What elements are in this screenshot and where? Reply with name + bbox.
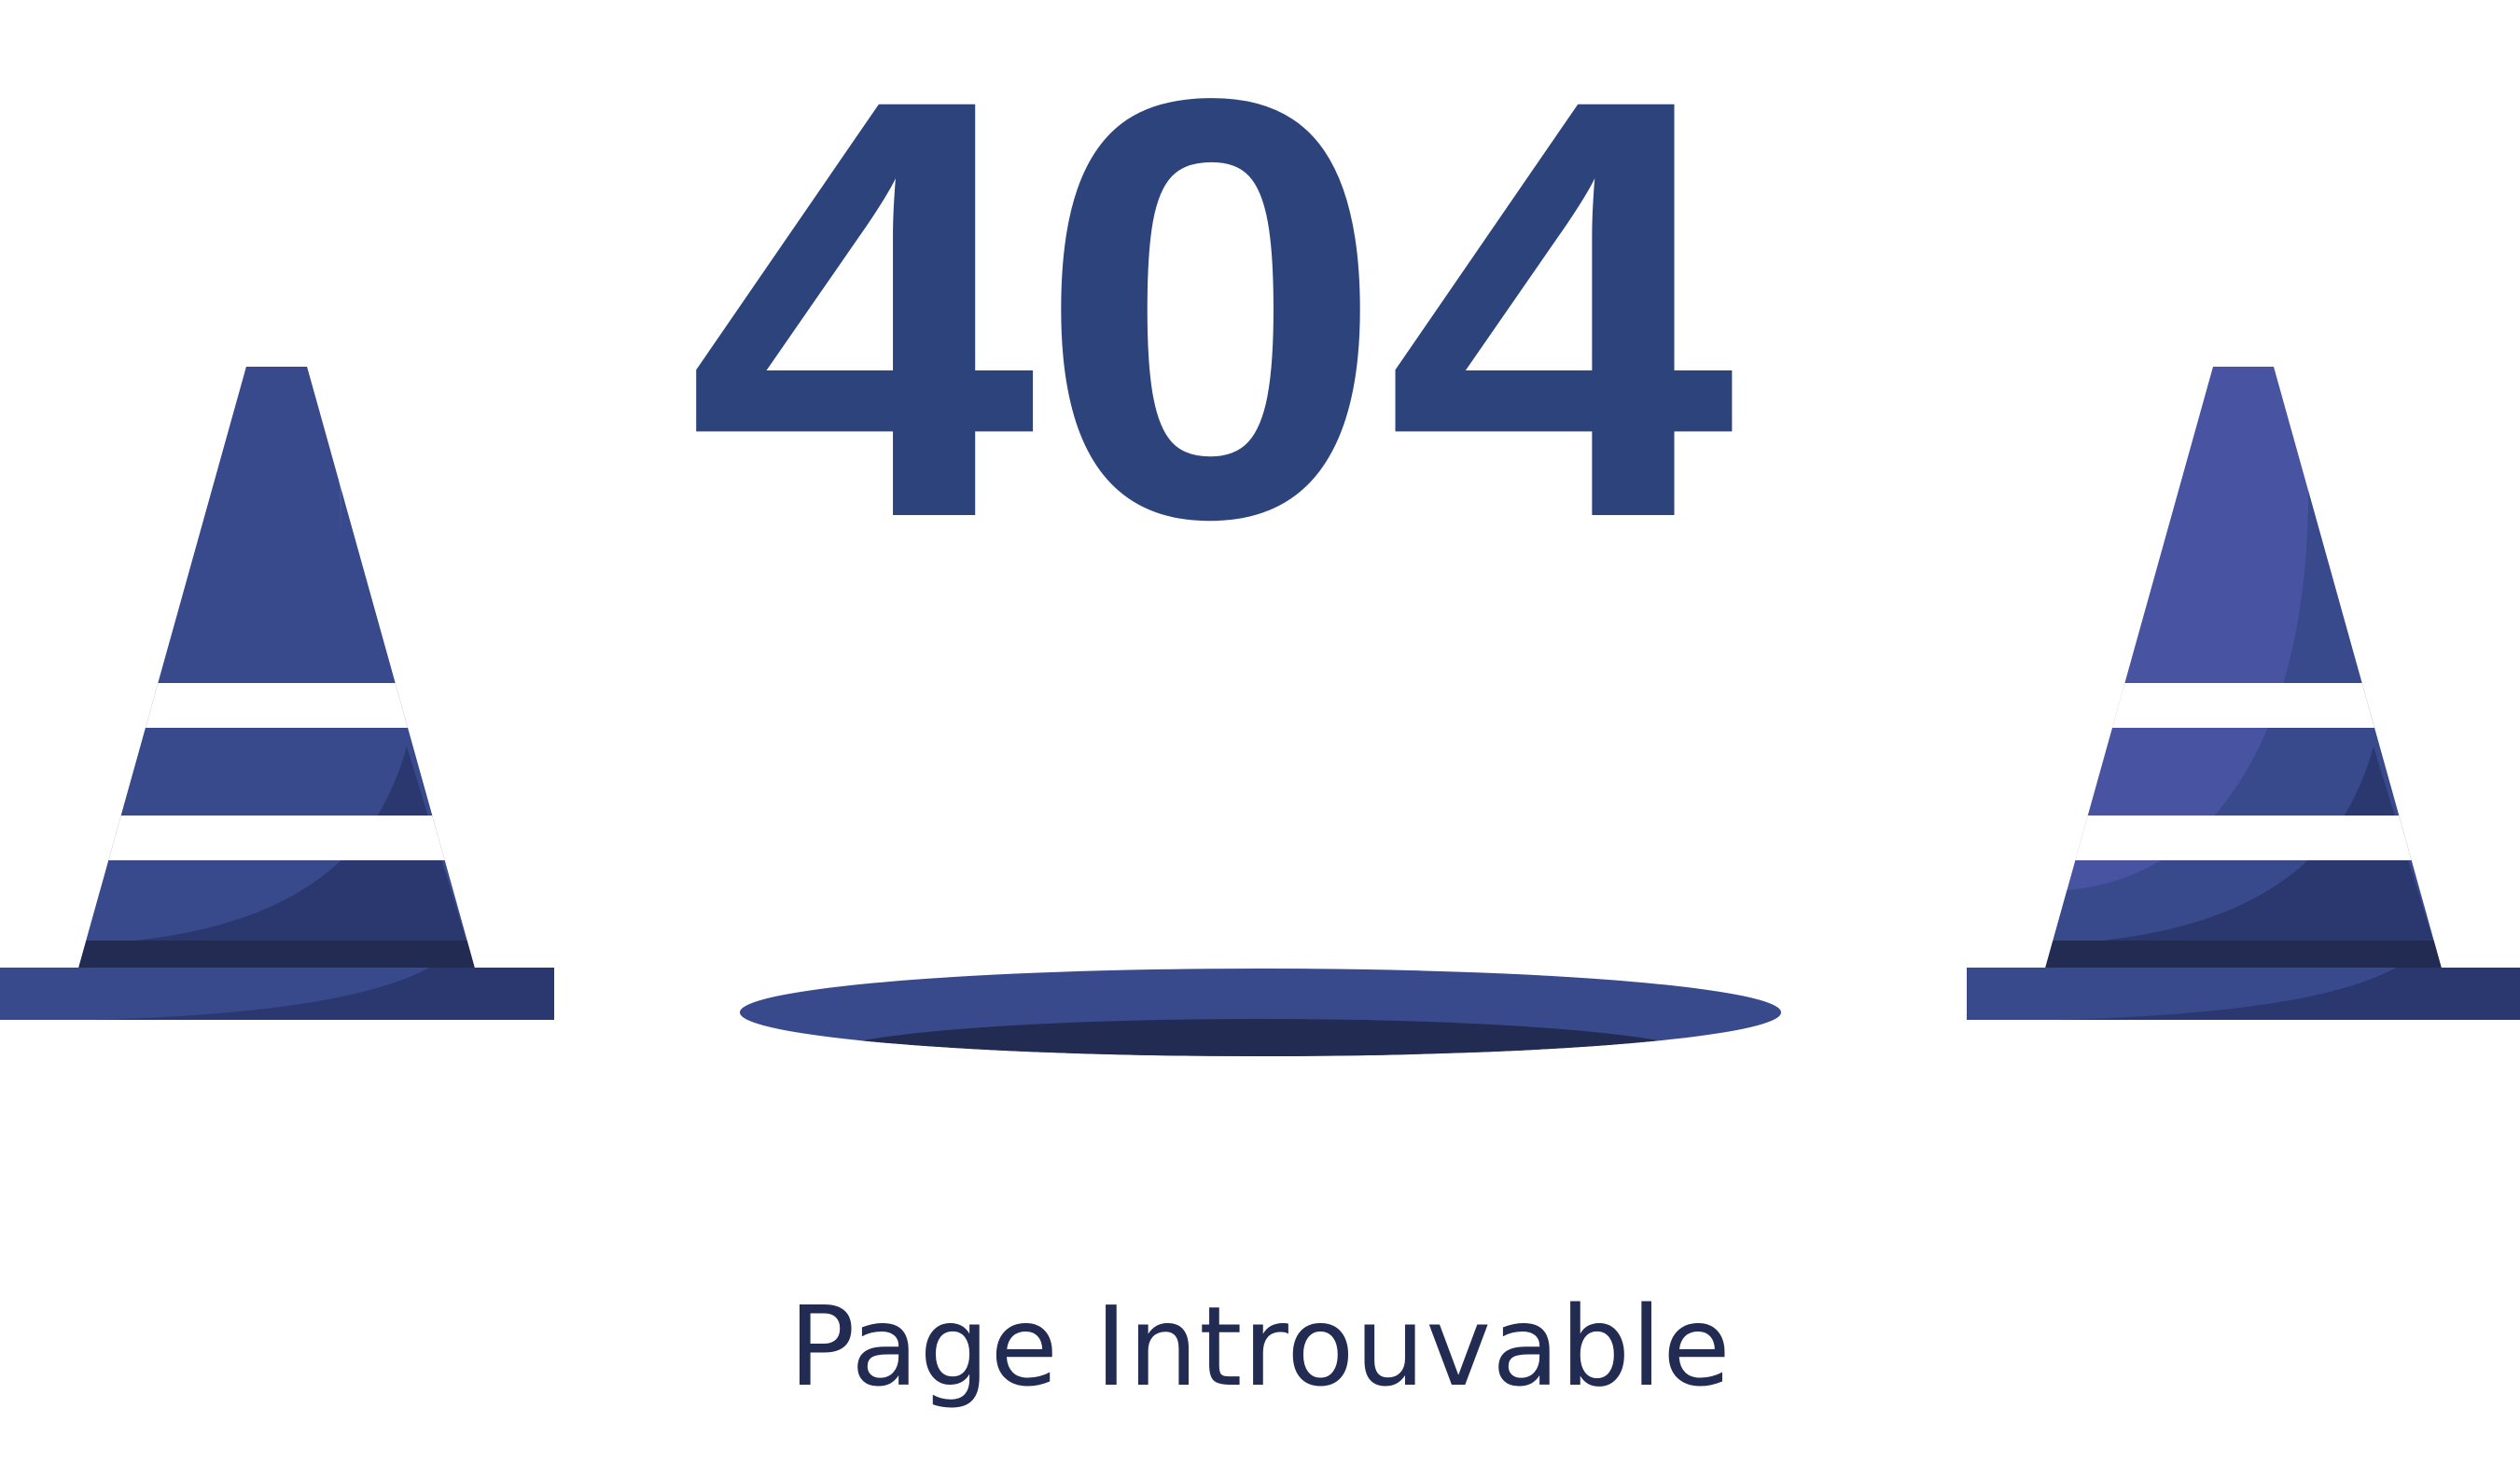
page-not-found-message: Page Introuvable [788, 1282, 1732, 1411]
error-code-title: 404 [687, 0, 1739, 642]
left-traffic-cone-icon [0, 367, 554, 1020]
manhole-icon [740, 969, 1781, 1056]
right-traffic-cone-icon [1967, 367, 2520, 1020]
